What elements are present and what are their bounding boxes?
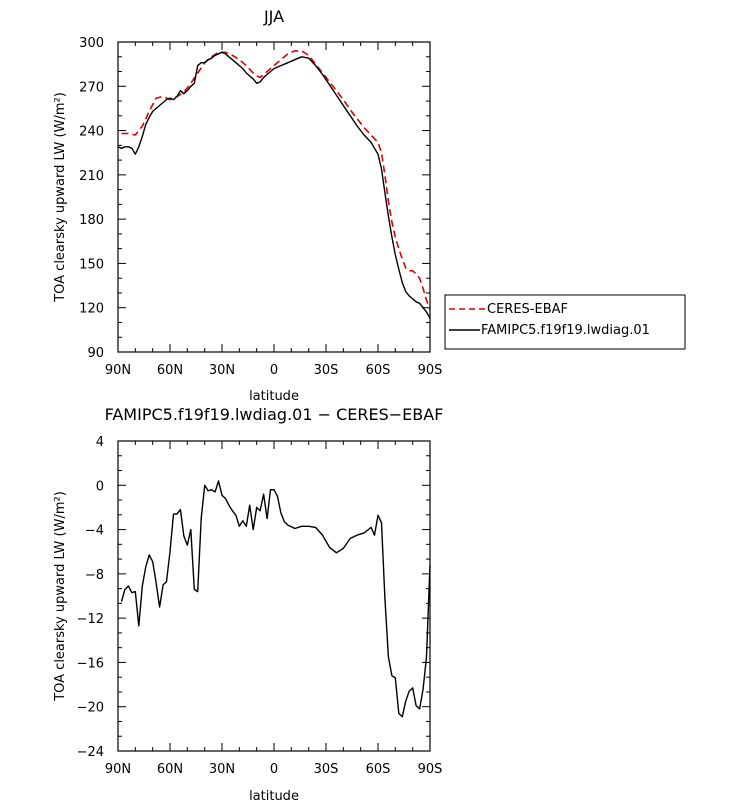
chart-title: JJA [263,7,284,26]
x-tick-label: 30N [209,762,235,777]
tick-marks [117,41,431,353]
y-tick-labels: 90 120 150 180 210 240 270 300 [79,36,104,361]
y-tick-label: 180 [79,213,104,228]
plot-frame [117,440,431,752]
x-tick-label: 30S [314,363,339,378]
x-tick-labels: 90N 60N 30N 0 30S 60S 90S [105,363,443,378]
y-axis-title: TOA clearsky upward LW (W/m²) [53,92,68,303]
y-axis-title: TOA clearsky upward LW (W/m²) [53,491,68,702]
x-tick-label: 30S [314,762,339,777]
y-tick-label: 120 [79,302,104,317]
plot-frame [117,41,431,353]
y-tick-label: 150 [79,257,104,272]
x-axis-title: latitude [249,389,299,404]
series-line-famipc5 [120,480,431,718]
y-tick-label: −12 [77,612,104,627]
y-tick-label: 300 [79,36,104,51]
x-tick-label: 60N [157,363,183,378]
legend-label-ceres: CERES-EBAF [487,302,568,317]
y-tick-label: 210 [79,169,104,184]
y-tick-label: −8 [85,568,104,583]
x-tick-label: 0 [270,762,278,777]
legend-box [444,294,686,350]
y-tick-label: −16 [77,656,104,671]
y-tick-labels: −24 −20 −16 −12 −8 −4 0 4 [77,435,104,760]
y-tick-label: −4 [85,524,104,539]
series-lines [117,50,431,319]
x-tick-label: 0 [270,363,278,378]
x-tick-label: 90N [105,363,131,378]
x-tick-label: 60N [157,762,183,777]
x-tick-label: 90S [418,363,443,378]
x-tick-labels: 90N 60N 30N 0 30S 60S 90S [105,762,443,777]
series-lines [120,480,431,718]
x-tick-label: 30N [209,363,235,378]
y-tick-label: −24 [77,745,104,760]
y-tick-label: 0 [96,479,104,494]
x-tick-label: 60S [366,762,391,777]
x-axis-title: latitude [249,789,299,804]
series-line-famipc5 [117,51,431,319]
x-tick-label: 90S [418,762,443,777]
legend: CERES-EBAF FAMIPC5.f19f19.lwdiag.01 [444,294,686,350]
chart-title: FAMIPC5.f19f19.lwdiag.01 − CERES−EBAF [105,405,444,424]
x-tick-label: 90N [105,762,131,777]
y-tick-label: 240 [79,125,104,140]
y-tick-label: 4 [96,435,104,450]
tick-marks [117,440,431,752]
x-tick-label: 60S [366,363,391,378]
chart-top: JJA 90 120 150 180 210 240 270 300 90N 60N 30N 0 30… [53,7,442,404]
legend-label-famipc5: FAMIPC5.f19f19.lwdiag.01 [481,323,650,338]
chart-bottom: FAMIPC5.f19f19.lwdiag.01 − CERES−EBAF −2… [53,405,443,804]
y-tick-label: 270 [79,80,104,95]
y-tick-label: −20 [77,701,104,716]
y-tick-label: 90 [87,346,104,361]
